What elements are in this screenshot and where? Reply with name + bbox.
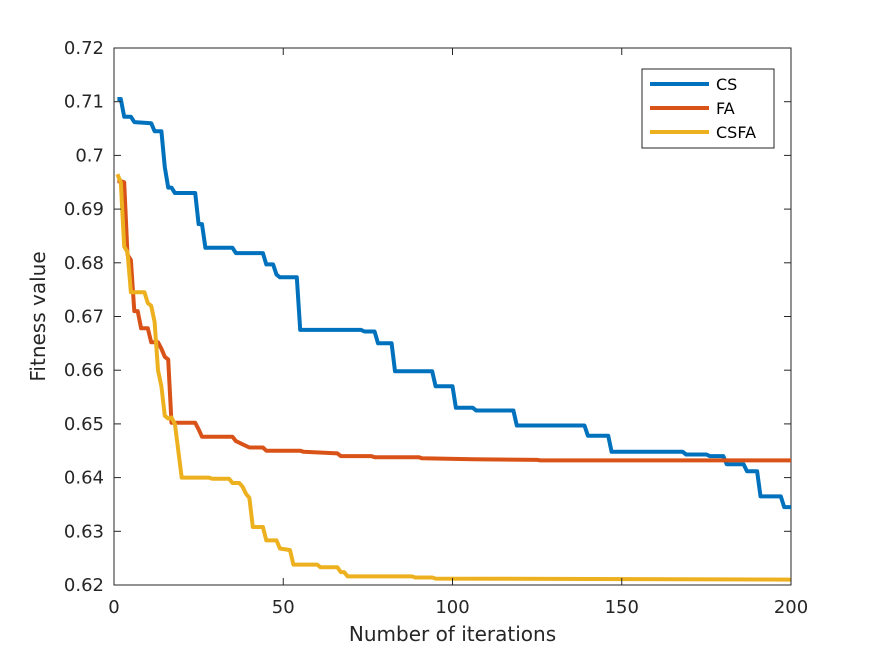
legend-label-cs: CS (716, 75, 737, 94)
series-line-csfa (115, 173, 792, 582)
x-tick-label: 150 (605, 597, 639, 618)
tick-layer: 0 50 100 150 200 0.62 0.63 0.64 0.65 0.66 0.67 0.68… (64, 38, 808, 618)
y-tick-label: 0.65 (64, 414, 104, 435)
y-tick-label: 0.71 (64, 92, 104, 113)
y-tick-label: 0.67 (64, 307, 104, 328)
y-tick-label: 0.69 (64, 199, 104, 220)
y-tick-label: 0.62 (64, 575, 104, 596)
series-layer (115, 97, 792, 582)
y-tick-label: 0.64 (64, 468, 104, 489)
y-tick-label: 0.72 (64, 38, 104, 59)
legend-label-fa: FA (716, 99, 735, 118)
legend-label-csfa: CSFA (716, 123, 756, 142)
y-tick-label: 0.63 (64, 521, 104, 542)
x-axis-label: Number of iterations (349, 622, 556, 646)
x-tick-label: 0 (108, 597, 119, 618)
x-tick-label: 200 (774, 597, 808, 618)
series-line-fa (117, 179, 791, 463)
series-line-cs (117, 97, 791, 510)
x-tick-label: 50 (272, 597, 295, 618)
y-axis-label: Fitness value (26, 251, 50, 381)
y-tick-label: 0.7 (75, 145, 104, 166)
x-tick-label: 100 (435, 597, 469, 618)
y-tick-label: 0.66 (64, 360, 104, 381)
y-tick-label: 0.68 (64, 253, 104, 274)
